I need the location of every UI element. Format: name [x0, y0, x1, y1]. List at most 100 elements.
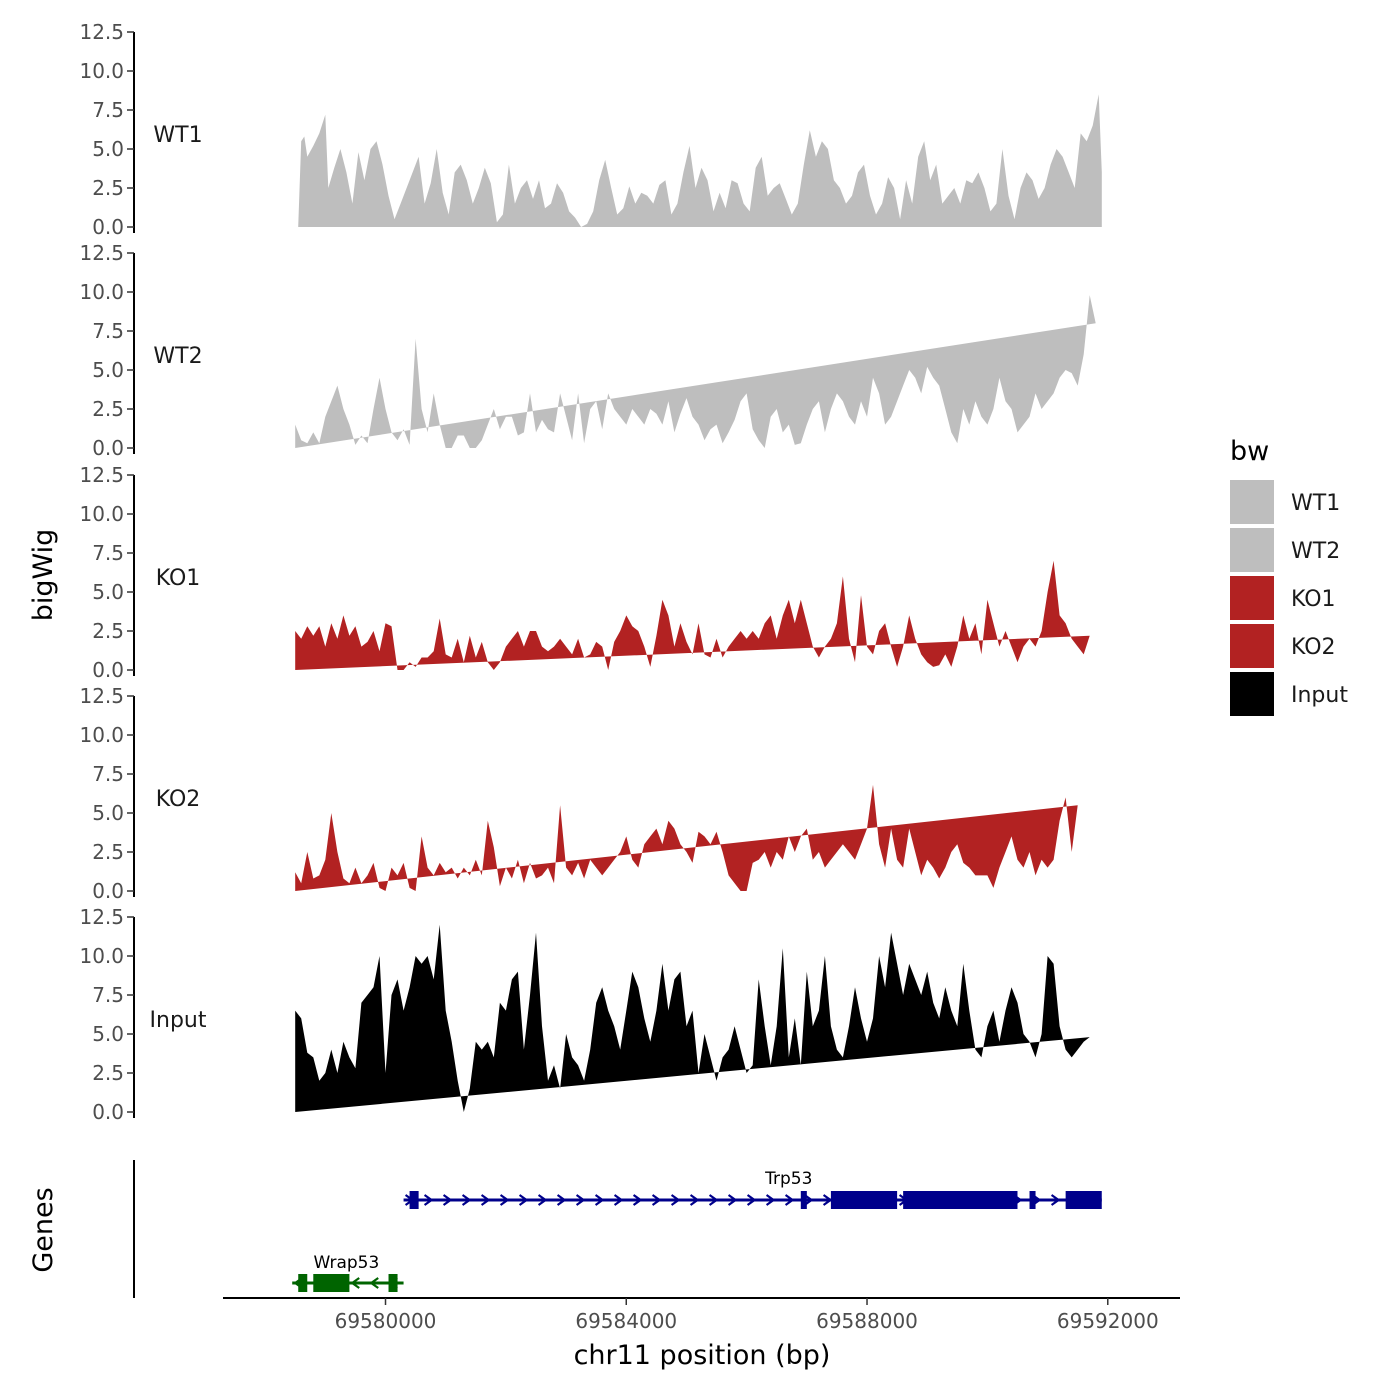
y-tick-label: 7.5: [92, 541, 124, 565]
legend-swatch: [1230, 672, 1274, 716]
legend-swatch: [1230, 528, 1274, 572]
y-tick-label: 0.0: [92, 879, 124, 903]
strand-arrow: [765, 1194, 776, 1206]
legend-label: KO1: [1291, 587, 1336, 612]
y-tick-label: 5.0: [92, 358, 124, 382]
strand-arrow: [575, 1194, 586, 1206]
gene-exon: [1029, 1191, 1036, 1209]
coverage-area-ko1: [295, 560, 1090, 670]
gene-exon: [903, 1191, 1018, 1209]
strand-arrow: [461, 1194, 472, 1206]
legend-swatch: [1230, 624, 1274, 668]
strand-arrow: [708, 1194, 719, 1206]
gene-exon: [409, 1191, 419, 1209]
strand-arrow: [350, 1277, 360, 1289]
coverage-area-ko2: [295, 784, 1078, 891]
y-tick-label: 7.5: [92, 762, 124, 786]
y-tick-label: 0.0: [92, 436, 124, 460]
y-tick-label: 2.5: [92, 176, 124, 200]
coverage-area-input: [295, 924, 1090, 1112]
y-tick-label: 12.5: [79, 905, 124, 929]
strand-arrow: [442, 1194, 453, 1206]
y-tick-label: 7.5: [92, 319, 124, 343]
track-label: WT1: [153, 123, 202, 148]
strand-arrow: [689, 1194, 700, 1206]
y-tick-label: 7.5: [92, 983, 124, 1007]
gene-wrap53: Wrap53: [292, 1253, 404, 1292]
track-wt2: 0.0 2.5 5.0 7.5 10.0 12.5 WT2: [79, 241, 1096, 460]
strand-arrow: [1050, 1194, 1061, 1206]
strand-arrow: [727, 1194, 738, 1206]
strand-arrow: [423, 1194, 434, 1206]
coverage-area-wt1: [298, 94, 1102, 228]
strand-arrow: [518, 1194, 529, 1206]
y-tick-label: 2.5: [92, 840, 124, 864]
legend-label: WT1: [1291, 491, 1340, 516]
y-tick-label: 2.5: [92, 397, 124, 421]
y-tick-label: 12.5: [79, 241, 124, 265]
strand-arrow: [803, 1194, 814, 1206]
gene-exon: [800, 1191, 807, 1209]
track-label: WT2: [153, 344, 202, 369]
strand-arrow: [613, 1194, 624, 1206]
strand-arrow: [537, 1194, 548, 1206]
y-tick-label: 10.0: [79, 723, 124, 747]
legend-label: Input: [1291, 683, 1348, 708]
y-tick-label: 10.0: [79, 280, 124, 304]
legend-label: WT2: [1291, 539, 1340, 564]
gene-track: Trp53 Wrap53: [133, 1160, 1102, 1298]
y-tick-label: 0.0: [92, 215, 124, 239]
x-axis-title: chr11 position (bp): [574, 1340, 831, 1371]
y-tick-label: 12.5: [79, 20, 124, 44]
coverage-area-wt2: [295, 295, 1096, 448]
strand-arrow: [499, 1194, 510, 1206]
y-tick-label: 10.0: [79, 502, 124, 526]
x-axis: 69580000 69584000 69588000 69592000: [223, 1297, 1180, 1333]
track-input: 0.0 2.5 5.0 7.5 10.0 12.5 Input: [79, 905, 1090, 1124]
strand-arrow: [632, 1194, 643, 1206]
x-tick-label: 69580000: [335, 1309, 437, 1333]
genes-axis-title: Genes: [28, 1187, 59, 1272]
strand-arrow: [369, 1277, 379, 1289]
gene-exon: [298, 1274, 308, 1292]
gene-label: Wrap53: [313, 1253, 379, 1273]
legend-label: KO2: [1291, 635, 1336, 660]
strand-arrow: [651, 1194, 662, 1206]
x-tick-label: 69588000: [816, 1309, 918, 1333]
strand-arrow: [670, 1194, 681, 1206]
y-tick-label: 10.0: [79, 59, 124, 83]
y-tick-label: 2.5: [92, 619, 124, 643]
legend-swatch: [1230, 576, 1274, 620]
track-label: Input: [150, 1008, 207, 1033]
gene-label: Trp53: [764, 1169, 812, 1189]
y-tick-label: 10.0: [79, 944, 124, 968]
y-tick-label: 0.0: [92, 658, 124, 682]
gene-exon: [1065, 1191, 1102, 1209]
x-tick-label: 69592000: [1057, 1309, 1159, 1333]
track-label: KO2: [156, 787, 201, 812]
gene-exon: [830, 1191, 898, 1209]
strand-arrow: [822, 1194, 833, 1206]
legend-swatch: [1230, 480, 1274, 524]
y-tick-label: 2.5: [92, 1061, 124, 1085]
y-axis-title: bigWig: [28, 529, 59, 622]
gene-trp53: Trp53: [403, 1169, 1102, 1209]
gene-exon: [388, 1274, 398, 1292]
track-wt1: 0.0 2.5 5.0 7.5 10.0 12.5 WT1: [79, 20, 1102, 239]
track-ko1: 0.0 2.5 5.0 7.5 10.0 12.5 KO1: [79, 463, 1090, 682]
y-tick-label: 5.0: [92, 137, 124, 161]
y-tick-label: 5.0: [92, 580, 124, 604]
legend: bw WT1 WT2 KO1 KO2 Input: [1230, 436, 1348, 716]
strand-arrow: [746, 1194, 757, 1206]
y-tick-label: 12.5: [79, 684, 124, 708]
y-tick-label: 5.0: [92, 801, 124, 825]
strand-arrow: [480, 1194, 491, 1206]
track-ko2: 0.0 2.5 5.0 7.5 10.0 12.5 KO2: [79, 684, 1078, 903]
coverage-tracks: 0.0 2.5 5.0 7.5 10.0 12.5 WT1 0.0 2.5 5.0 7.5 10.0 1…: [79, 20, 1102, 1124]
gene-exon: [313, 1274, 350, 1292]
x-tick-label: 69584000: [575, 1309, 677, 1333]
strand-arrow: [556, 1194, 567, 1206]
track-label: KO1: [156, 566, 201, 591]
legend-title: bw: [1230, 436, 1269, 467]
